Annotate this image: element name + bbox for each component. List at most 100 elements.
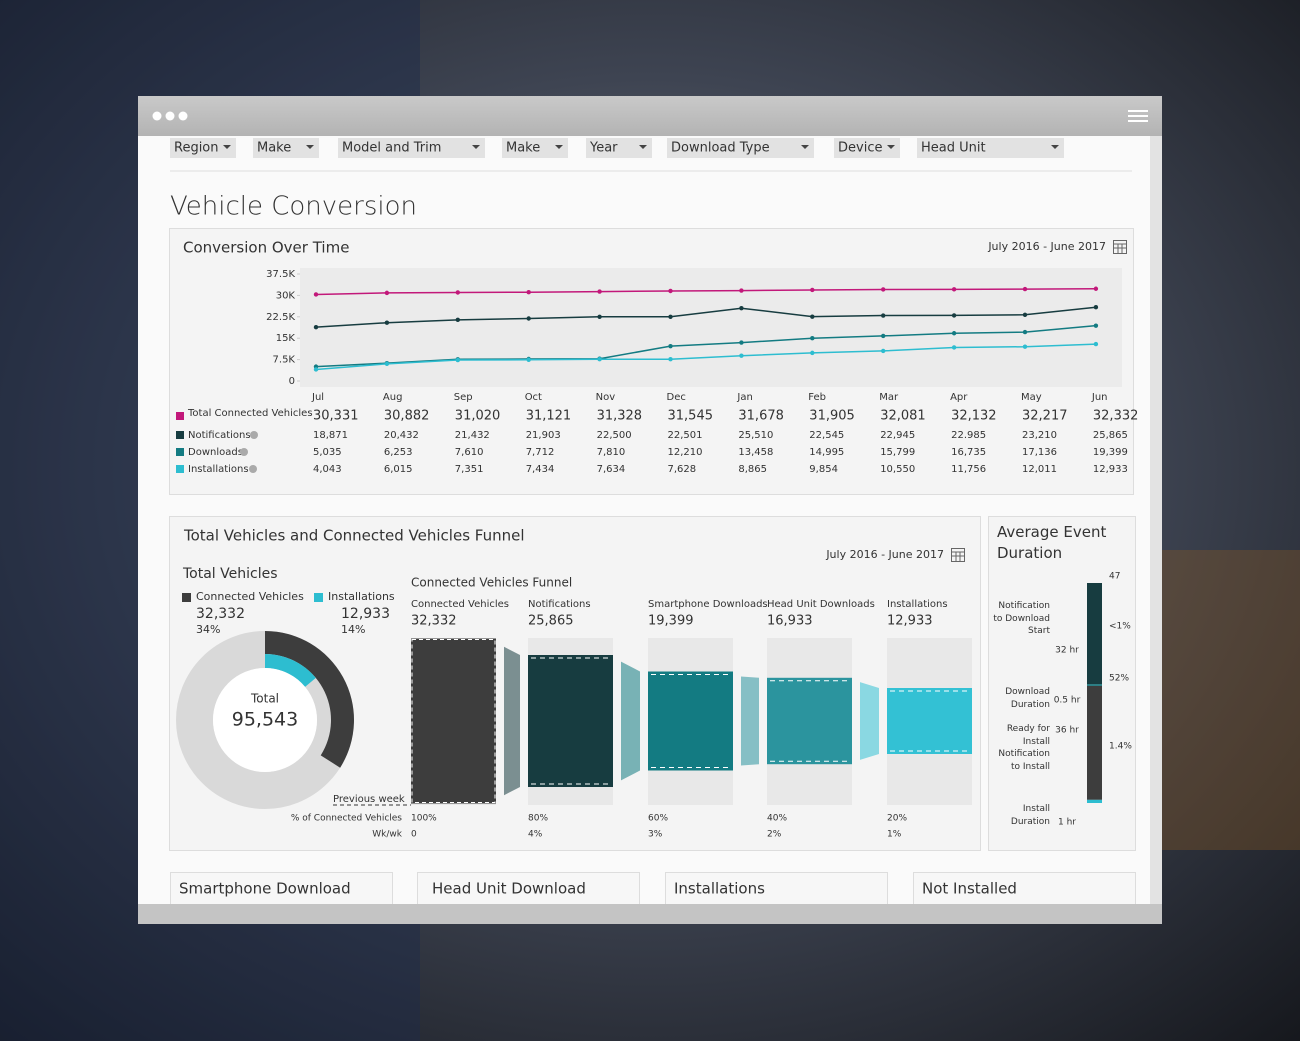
legend-label: Total Connected Vehicles bbox=[187, 408, 313, 419]
data-point bbox=[1022, 344, 1028, 349]
stage-value: 12,933 bbox=[887, 614, 933, 629]
table-value: 7,610 bbox=[455, 447, 484, 458]
data-point bbox=[881, 287, 886, 292]
filter-dropdown[interactable] bbox=[253, 138, 319, 158]
data-point bbox=[455, 357, 460, 363]
x-tick-label: Jan bbox=[736, 392, 752, 403]
filter-dropdown[interactable] bbox=[586, 138, 652, 158]
table-value: 18,871 bbox=[313, 430, 348, 441]
stage-label: Smartphone Downloads bbox=[648, 599, 768, 610]
filter-dropdown[interactable] bbox=[834, 138, 900, 158]
chart-title: Total Vehicles bbox=[182, 566, 278, 582]
table-value: 22,501 bbox=[668, 430, 703, 441]
filter-dropdown[interactable] bbox=[667, 138, 814, 158]
duration-segment bbox=[1087, 799, 1102, 803]
title-bar bbox=[138, 96, 1162, 136]
change-label: 3% bbox=[648, 830, 663, 840]
x-tick-label: Mar bbox=[879, 392, 899, 403]
table-value: 5,035 bbox=[313, 447, 342, 458]
date-range: July 2016 - June 2017 bbox=[825, 548, 944, 561]
series-line bbox=[315, 306, 1096, 328]
legend-swatch bbox=[314, 593, 323, 602]
filter-label: Make bbox=[506, 141, 540, 156]
table-value: 22,545 bbox=[809, 430, 844, 441]
y-tick-label: 0 bbox=[289, 376, 295, 387]
data-point bbox=[526, 290, 531, 295]
window-dot bbox=[165, 111, 175, 121]
dropdown-arrow bbox=[472, 145, 480, 149]
funnel-bar bbox=[767, 677, 852, 765]
duration-value: 1 hr bbox=[1058, 818, 1076, 828]
window-dot bbox=[152, 111, 162, 121]
x-tick-label: Dec bbox=[667, 392, 686, 403]
table-value: 8,865 bbox=[738, 464, 767, 475]
data-point bbox=[455, 317, 460, 323]
filter-dropdown[interactable] bbox=[170, 138, 236, 158]
duration-segment bbox=[1087, 583, 1102, 685]
stage-label: Notifications bbox=[528, 599, 591, 610]
data-point bbox=[313, 292, 319, 297]
data-point bbox=[1093, 341, 1099, 347]
table-value: 32,081 bbox=[880, 409, 926, 424]
data-point bbox=[1022, 329, 1028, 335]
x-tick-label: Sep bbox=[454, 392, 473, 403]
funnel-bar bbox=[411, 638, 496, 804]
axis-label: % of Connected Vehicles bbox=[291, 814, 402, 824]
data-point bbox=[313, 367, 319, 372]
funnel-connector bbox=[621, 661, 640, 781]
share-label: 60% bbox=[648, 814, 668, 824]
change-label: 0 bbox=[411, 830, 417, 840]
table-value: 32,217 bbox=[1022, 409, 1068, 424]
table-value: 31,545 bbox=[668, 409, 714, 424]
calendar-icon[interactable] bbox=[1113, 240, 1127, 255]
data-point bbox=[951, 331, 957, 336]
table-value: 30,331 bbox=[313, 409, 359, 424]
filter-label: Download Type bbox=[671, 141, 770, 156]
table-value: 12,933 bbox=[1093, 464, 1128, 475]
table-value: 22,945 bbox=[880, 430, 915, 441]
panel-title: Total Vehicles and Connected Vehicles Fu… bbox=[183, 527, 525, 545]
donut-percent: 14% bbox=[341, 623, 365, 636]
table-value: 21,432 bbox=[455, 430, 490, 441]
table-value: 7,634 bbox=[597, 464, 626, 475]
filter-dropdown[interactable] bbox=[338, 138, 485, 158]
x-tick-label: Jul bbox=[311, 392, 324, 403]
filter-dropdown[interactable] bbox=[917, 138, 1064, 158]
tab-label: Head Unit Download bbox=[432, 880, 586, 898]
change-label: 1% bbox=[887, 830, 902, 840]
share-label: 40% bbox=[767, 814, 787, 824]
share-label: 47 bbox=[1109, 572, 1120, 582]
table-value: 31,678 bbox=[738, 409, 784, 424]
table-value: 7,351 bbox=[455, 464, 484, 475]
info-icon bbox=[240, 448, 248, 456]
stage-value: 32,332 bbox=[411, 614, 457, 629]
window-footer bbox=[138, 904, 1162, 924]
data-point bbox=[810, 336, 815, 341]
y-tick-label: 30K bbox=[276, 290, 296, 301]
data-point bbox=[526, 357, 531, 362]
data-point bbox=[951, 345, 957, 350]
x-tick-label: Apr bbox=[950, 392, 968, 403]
data-point bbox=[384, 320, 390, 325]
filter-label: Region bbox=[174, 141, 219, 156]
donut-value: 12,933 bbox=[341, 606, 390, 622]
funnel-connector bbox=[860, 682, 879, 760]
legend-swatch bbox=[182, 593, 191, 602]
table-value: 20,432 bbox=[384, 430, 419, 441]
x-tick-label: Feb bbox=[808, 392, 826, 403]
share-label: 1.4% bbox=[1109, 742, 1132, 752]
filter-label: Device bbox=[838, 141, 882, 156]
filter-dropdown[interactable] bbox=[502, 138, 568, 158]
legend-label: Installations bbox=[328, 590, 395, 603]
data-point bbox=[597, 357, 602, 362]
calendar-icon[interactable] bbox=[951, 548, 965, 563]
data-point bbox=[668, 343, 673, 349]
x-tick-label: Jun bbox=[1091, 392, 1108, 403]
menu-icon[interactable] bbox=[1128, 110, 1148, 122]
donut-segment bbox=[265, 631, 354, 768]
panel-title: Conversion Over Time bbox=[183, 239, 349, 257]
table-value: 7,628 bbox=[668, 464, 697, 475]
table-value: 31,020 bbox=[455, 409, 501, 424]
stage-label: Head Unit Downloads bbox=[767, 599, 875, 610]
